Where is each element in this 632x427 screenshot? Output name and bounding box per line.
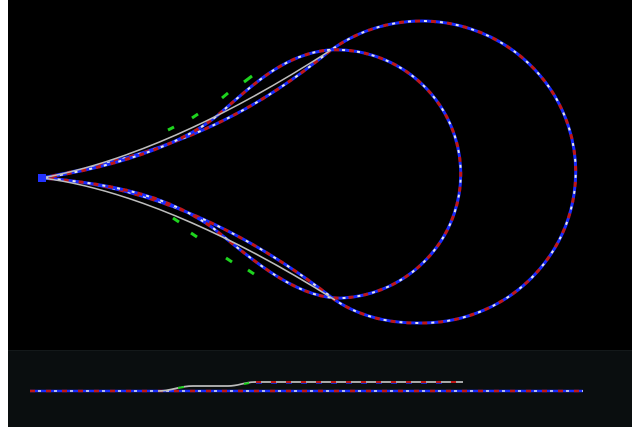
connector-lines xyxy=(41,49,336,301)
profile-svg xyxy=(30,381,583,393)
track-plan-view[interactable] xyxy=(8,0,632,350)
profile-raised-track xyxy=(157,381,463,392)
visualization-app xyxy=(8,0,632,427)
elevation-profile-view[interactable] xyxy=(8,350,632,427)
square-node-icon[interactable] xyxy=(38,174,46,182)
inner-loop-track xyxy=(41,48,463,300)
green-segments xyxy=(167,74,255,276)
profile-green-segments xyxy=(177,382,250,389)
track-plan-svg xyxy=(38,19,578,325)
outer-loop-track xyxy=(41,19,578,325)
